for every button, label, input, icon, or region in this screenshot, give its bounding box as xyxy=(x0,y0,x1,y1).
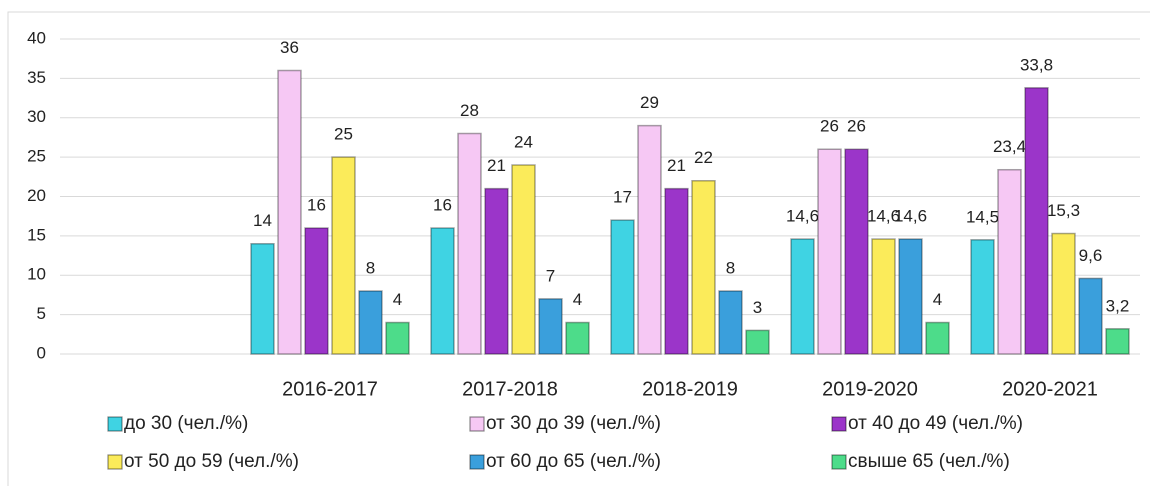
bar xyxy=(790,238,815,355)
data-label: 33,8 xyxy=(1020,55,1053,74)
data-label: 22 xyxy=(694,148,713,167)
data-label: 26 xyxy=(820,117,839,136)
data-label: 4 xyxy=(393,290,402,309)
legend-label: от 50 до 59 (чел./%) xyxy=(124,451,299,472)
data-label: 14,6 xyxy=(786,207,819,226)
legend-swatch xyxy=(469,416,485,432)
bar xyxy=(250,243,275,355)
x-tick-label: 2020-2021 xyxy=(1002,378,1098,400)
legend-label: до 30 (чел./%) xyxy=(124,413,248,434)
bar xyxy=(718,290,743,355)
data-label: 21 xyxy=(667,156,686,175)
bar xyxy=(358,290,383,355)
bar xyxy=(304,227,329,355)
bar xyxy=(1051,232,1076,355)
bar xyxy=(511,164,536,355)
y-tick-label: 10 xyxy=(27,265,46,284)
data-label: 25 xyxy=(334,125,353,144)
bar xyxy=(610,219,635,355)
x-tick-label: 2016-2017 xyxy=(282,378,378,400)
bar xyxy=(457,132,482,355)
y-tick-label: 25 xyxy=(27,147,46,166)
bar xyxy=(637,124,662,355)
data-label: 8 xyxy=(366,258,375,277)
data-label: 29 xyxy=(640,93,659,112)
data-label: 3,2 xyxy=(1106,296,1130,315)
data-label: 16 xyxy=(307,195,326,214)
legend-label: от 60 до 65 (чел./%) xyxy=(486,451,661,472)
data-label: 14,5 xyxy=(966,207,999,226)
bar xyxy=(565,321,590,355)
bar xyxy=(970,239,995,355)
bar xyxy=(277,69,302,355)
bar xyxy=(745,329,770,355)
data-label: 23,4 xyxy=(993,137,1026,156)
bar xyxy=(898,238,923,355)
bar xyxy=(385,321,410,355)
data-label: 36 xyxy=(280,38,299,57)
bar xyxy=(538,298,563,355)
bar xyxy=(484,187,509,355)
y-tick-label: 30 xyxy=(27,107,46,126)
bar xyxy=(871,238,896,355)
data-label: 14 xyxy=(253,211,272,230)
legend-swatch xyxy=(107,416,123,432)
data-label: 8 xyxy=(726,258,735,277)
bar xyxy=(844,148,869,355)
data-label: 21 xyxy=(487,156,506,175)
bar xyxy=(1078,277,1103,355)
legend-label: свыше 65 (чел./%) xyxy=(848,451,1010,472)
data-label: 7 xyxy=(546,266,555,285)
data-label: 3 xyxy=(753,298,762,317)
chart-frame xyxy=(7,11,1150,486)
data-label: 24 xyxy=(514,132,533,151)
bar xyxy=(997,168,1022,355)
data-label: 14,6 xyxy=(867,207,900,226)
data-label: 15,3 xyxy=(1047,201,1080,220)
x-tick-label: 2017-2018 xyxy=(462,378,558,400)
bar xyxy=(817,148,842,355)
y-tick-label: 15 xyxy=(27,225,46,244)
y-tick-label: 20 xyxy=(27,186,46,205)
bar xyxy=(925,321,950,355)
data-label: 4 xyxy=(573,290,582,309)
legend-label: от 30 до 39 (чел./%) xyxy=(486,413,661,434)
legend-swatch xyxy=(107,454,123,470)
y-tick-label: 35 xyxy=(27,68,46,87)
bar xyxy=(691,180,716,355)
bar xyxy=(1024,87,1049,355)
y-tick-label: 5 xyxy=(37,304,46,323)
x-tick-label: 2019-2020 xyxy=(822,378,918,400)
bar xyxy=(430,227,455,355)
bar xyxy=(664,187,689,355)
bar xyxy=(1105,328,1130,355)
data-label: 16 xyxy=(433,195,452,214)
legend-swatch xyxy=(831,454,847,470)
data-label: 17 xyxy=(613,188,632,207)
data-label: 28 xyxy=(460,101,479,120)
bar xyxy=(331,156,356,355)
x-tick-label: 2018-2019 xyxy=(642,378,738,400)
data-label: 14,6 xyxy=(894,207,927,226)
data-label: 4 xyxy=(933,290,942,309)
legend-label: от 40 до 49 (чел./%) xyxy=(848,413,1023,434)
legend-swatch xyxy=(469,454,485,470)
y-tick-label: 0 xyxy=(37,343,46,362)
y-tick-label: 40 xyxy=(27,28,46,47)
data-label: 9,6 xyxy=(1079,246,1103,265)
legend-swatch xyxy=(831,416,847,432)
data-label: 26 xyxy=(847,117,866,136)
